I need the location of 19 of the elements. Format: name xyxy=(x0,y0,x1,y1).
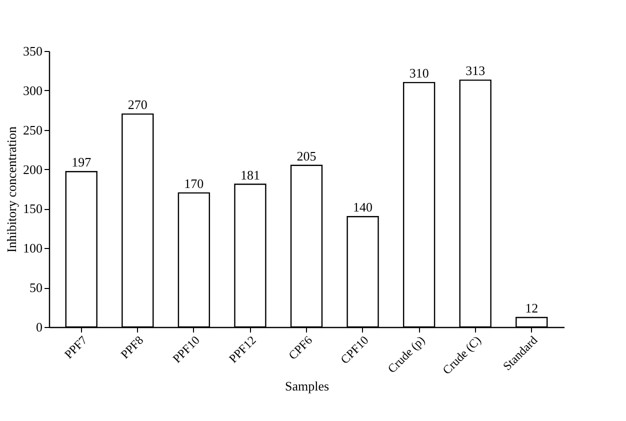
y-tick-label: 200 xyxy=(23,162,42,177)
data-label: 205 xyxy=(296,148,316,164)
data-label: 140 xyxy=(353,200,373,215)
data-label: 313 xyxy=(466,63,486,78)
y-tick-label: 150 xyxy=(23,201,42,216)
y-tick-label: 0 xyxy=(36,320,42,334)
y-tick-label: 250 xyxy=(23,122,42,138)
data-label: 197 xyxy=(72,154,92,170)
y-tick-label: 100 xyxy=(23,240,42,256)
data-label: 310 xyxy=(409,66,429,81)
y-tick-label: 350 xyxy=(23,44,42,58)
y-tick-label: 300 xyxy=(23,82,42,98)
data-label: 170 xyxy=(184,176,204,191)
y-tick-label: 50 xyxy=(30,280,42,296)
y-axis-title: Inhibitory concentration xyxy=(4,126,19,252)
x-axis-title: Samples xyxy=(284,378,330,394)
data-label: 12 xyxy=(525,300,538,316)
data-label: 181 xyxy=(240,167,260,182)
data-label: 270 xyxy=(128,97,148,112)
